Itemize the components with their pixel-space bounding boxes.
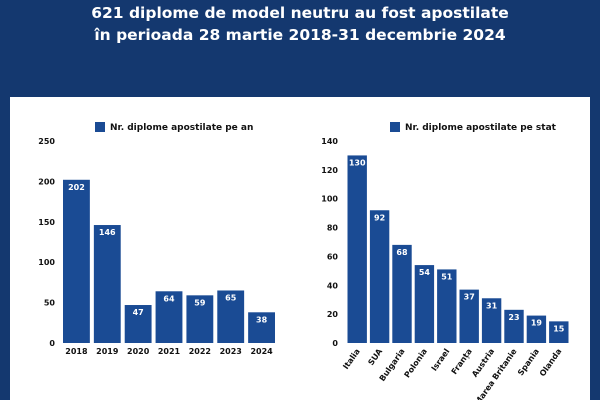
title-line-2: în perioada 28 martie 2018-31 decembrie … (94, 26, 506, 44)
x-category-label: SUA (366, 346, 384, 367)
y-tick-label: 200 (38, 177, 55, 186)
bar (504, 309, 524, 343)
bar-value-label: 37 (464, 293, 475, 302)
y-tick-label: 100 (321, 195, 338, 204)
bar-value-label: 65 (225, 293, 237, 302)
bar-value-label: 202 (68, 183, 85, 192)
bar (481, 298, 502, 343)
page-title: 621 diplome de model neutru au fost apos… (0, 2, 600, 46)
x-category-label: 2019 (96, 347, 119, 356)
y-tick-label: 140 (321, 137, 338, 146)
bar (93, 225, 121, 343)
y-tick-label: 150 (38, 218, 55, 227)
title-line-1: 621 diplome de model neutru au fost apos… (91, 4, 509, 22)
y-tick-label: 40 (327, 281, 339, 290)
bar (437, 269, 457, 343)
bar (217, 290, 245, 343)
x-category-label: Polonia (402, 347, 429, 380)
bar (155, 291, 183, 343)
legend-swatch (95, 122, 105, 132)
x-category-label: Italia (341, 347, 362, 371)
legend-label: Nr. diplome apostilate pe an (110, 123, 253, 133)
x-category-label: 2023 (220, 347, 242, 356)
bar-value-label: 68 (396, 248, 408, 257)
bar (526, 315, 547, 343)
bar-value-label: 31 (486, 301, 498, 310)
bar (414, 265, 435, 343)
bar (347, 155, 367, 343)
bar-value-label: 54 (419, 268, 431, 277)
x-category-label: Olanda (538, 347, 564, 378)
chart-per-state: Nr. diplome apostilate pe stat 0 20 40 60 80… (321, 122, 569, 400)
y-tick-label: 120 (321, 166, 338, 175)
bar-value-label: 92 (374, 213, 385, 222)
y-tick-label: 50 (44, 299, 56, 308)
bar (459, 289, 479, 343)
bar-value-label: 146 (99, 228, 116, 237)
bar-value-label: 130 (349, 158, 366, 167)
x-category-label: 2018 (65, 347, 88, 356)
bar-value-label: 47 (133, 308, 144, 317)
bar (186, 295, 214, 343)
bar (549, 321, 569, 343)
y-tick-label: 20 (327, 310, 339, 319)
bar-value-label: 38 (256, 315, 268, 324)
bar (248, 312, 275, 343)
x-category-label: 2024 (250, 347, 273, 356)
x-category-label: 2020 (127, 347, 150, 356)
bar-value-label: 23 (508, 313, 519, 322)
bar-value-label: 19 (531, 319, 543, 328)
y-tick-label: 80 (327, 224, 339, 233)
y-tick-label: 0 (49, 339, 55, 348)
y-tick-label: 250 (38, 137, 55, 146)
y-tick-label: 60 (327, 252, 339, 261)
bar (124, 305, 152, 343)
bar-value-label: 64 (163, 294, 175, 303)
bar-value-label: 51 (441, 272, 453, 281)
y-tick-label: 0 (332, 339, 338, 348)
x-category-label: 2021 (158, 347, 181, 356)
bar (63, 179, 90, 343)
x-category-label: 2022 (189, 347, 211, 356)
bar (392, 244, 412, 343)
charts-panel: Nr. diplome apostilate pe an 0 50 100 150 20… (10, 97, 590, 400)
bar-value-label: 15 (553, 324, 565, 333)
bar (369, 210, 390, 343)
x-category-label: Israel (430, 347, 452, 373)
bar-value-label: 59 (194, 298, 206, 307)
y-tick-label: 100 (38, 258, 55, 267)
chart-per-year: Nr. diplome apostilate pe an 0 50 100 150 20… (38, 122, 275, 356)
legend-swatch (390, 122, 400, 132)
legend-label: Nr. diplome apostilate pe stat (405, 123, 557, 133)
